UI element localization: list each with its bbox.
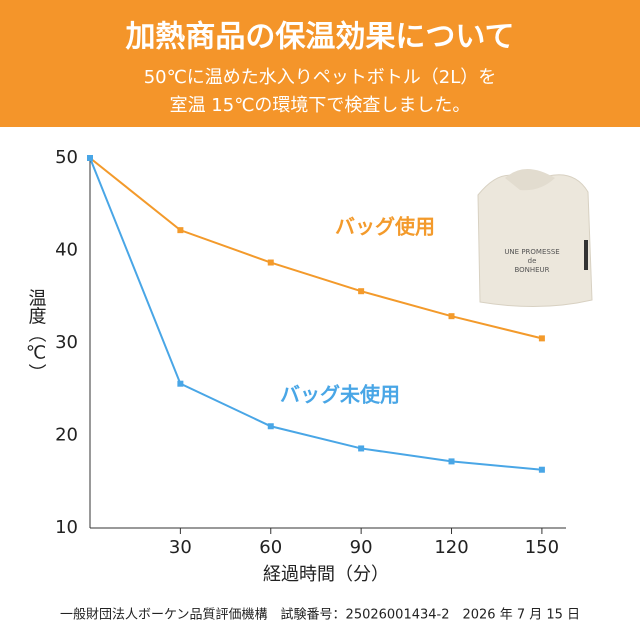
footer: 一般財団法人ボーケン品質評価機構 試験番号：25026001434-2 2026… xyxy=(60,607,580,623)
point xyxy=(538,466,545,473)
product-label: de xyxy=(528,257,537,265)
point xyxy=(358,445,365,452)
point xyxy=(448,313,455,320)
y-tick-label: 20 xyxy=(55,425,78,446)
x-tick-label: 60 xyxy=(259,537,282,558)
point xyxy=(267,259,274,266)
point xyxy=(448,458,455,465)
point xyxy=(87,155,93,161)
point xyxy=(177,380,184,387)
y-axis-label: 温度（℃） xyxy=(26,288,47,381)
x-tick-label: 90 xyxy=(350,537,373,558)
point xyxy=(538,335,545,342)
series-label: バッグ使用 xyxy=(335,215,435,239)
y-tick-label: 40 xyxy=(55,240,78,261)
series-label: バッグ未使用 xyxy=(280,383,400,407)
x-axis-label: 経過時間（分） xyxy=(263,564,389,585)
series-line xyxy=(89,157,542,471)
y-tick-label: 50 xyxy=(55,147,78,168)
product-label: BONHEUR xyxy=(514,266,549,274)
subtitle: 室温 15℃の環境下で検査しました。 xyxy=(170,95,471,116)
chart-title: 加熱商品の保温効果について xyxy=(125,20,514,55)
subtitle: 50℃に温めた水入りペットボトル（2L）を xyxy=(144,67,497,88)
series-line xyxy=(89,157,543,340)
x-tick-label: 30 xyxy=(169,537,192,558)
bag-knot xyxy=(505,169,555,191)
x-tick-label: 150 xyxy=(525,537,559,558)
bag-body xyxy=(477,172,593,308)
point xyxy=(358,288,365,295)
product-image: UNE PROMESSE de BONHEUR xyxy=(477,169,593,308)
point xyxy=(177,227,184,234)
x-tick-label: 120 xyxy=(434,537,468,558)
bag-tag xyxy=(584,240,588,270)
y-tick-label: 30 xyxy=(55,332,78,353)
header-band xyxy=(0,0,640,127)
product-label: UNE PROMESSE xyxy=(504,248,559,256)
y-tick-label: 10 xyxy=(55,517,78,538)
point xyxy=(267,423,274,430)
